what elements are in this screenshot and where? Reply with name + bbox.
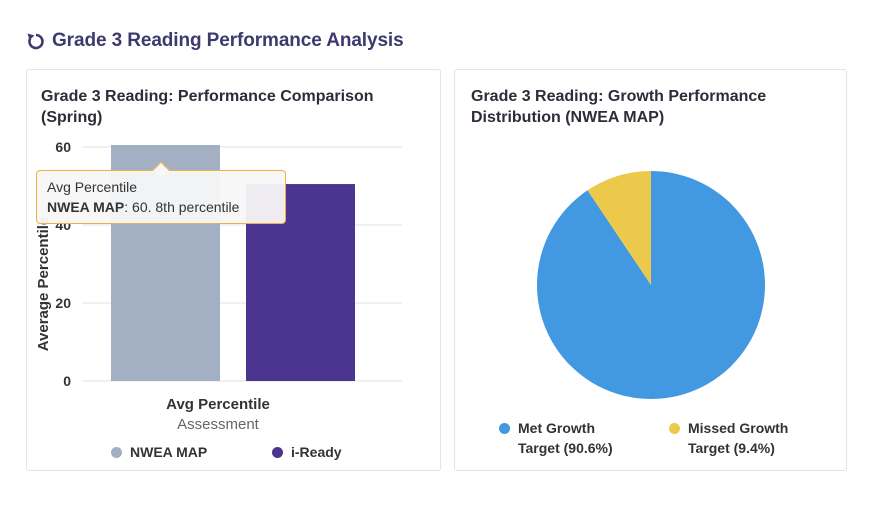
- legend-item-met-growth[interactable]: Met Growth Target (90.6%): [499, 418, 619, 458]
- x-category-label: Avg Percentile: [166, 396, 270, 413]
- legend-item-missed-growth[interactable]: Missed Growth Target (9.4%): [669, 418, 809, 458]
- pie-slice-missed-growth[interactable]: [587, 171, 651, 285]
- pie-chart: [537, 171, 765, 399]
- refresh-icon[interactable]: [26, 31, 46, 51]
- legend-item-i-ready[interactable]: i-Ready: [272, 444, 342, 460]
- legend-dot-nwea-map: [111, 446, 122, 458]
- legend-item-nwea-map[interactable]: NWEA MAP: [111, 444, 207, 460]
- legend-label-met-growth: Met Growth Target (90.6%): [518, 420, 613, 456]
- y-tick-label: 20: [55, 295, 71, 311]
- tooltip-header: Avg Percentile: [47, 179, 138, 195]
- pie-chart-title: Grade 3 Reading: Growth Performance Dist…: [471, 88, 767, 126]
- bar-chart-title: Grade 3 Reading: Performance Comparison …: [41, 88, 374, 126]
- tooltip-value: : 60. 8th percentile: [124, 199, 240, 215]
- legend-dot-missed-growth: [669, 423, 680, 434]
- y-tick-label: 0: [63, 373, 71, 389]
- page-header: Grade 3 Reading Performance Analysis: [26, 30, 404, 52]
- legend-label-i-ready: i-Ready: [291, 444, 342, 460]
- pie-chart-card: Grade 3 Reading: Growth Performance Dist…: [454, 69, 847, 471]
- y-axis-title: Average Percentile: [35, 217, 52, 352]
- x-axis-title: Assessment: [177, 416, 260, 433]
- legend-dot-i-ready: [272, 446, 283, 458]
- bar-chart-card: Grade 3 Reading: Performance Comparison …: [26, 69, 441, 471]
- y-tick-label: 60: [55, 139, 71, 155]
- tooltip-series: NWEA MAP: [47, 199, 125, 215]
- legend-label-nwea-map: NWEA MAP: [130, 444, 208, 460]
- tooltip-body: NWEA MAP: 60. 8th percentile: [47, 197, 275, 217]
- legend-dot-met-growth: [499, 423, 510, 434]
- page-title: Grade 3 Reading Performance Analysis: [52, 30, 404, 51]
- bar-tooltip: Avg Percentile NWEA MAP: 60. 8th percent…: [36, 161, 286, 224]
- legend-label-missed-growth: Missed Growth Target (9.4%): [688, 420, 789, 456]
